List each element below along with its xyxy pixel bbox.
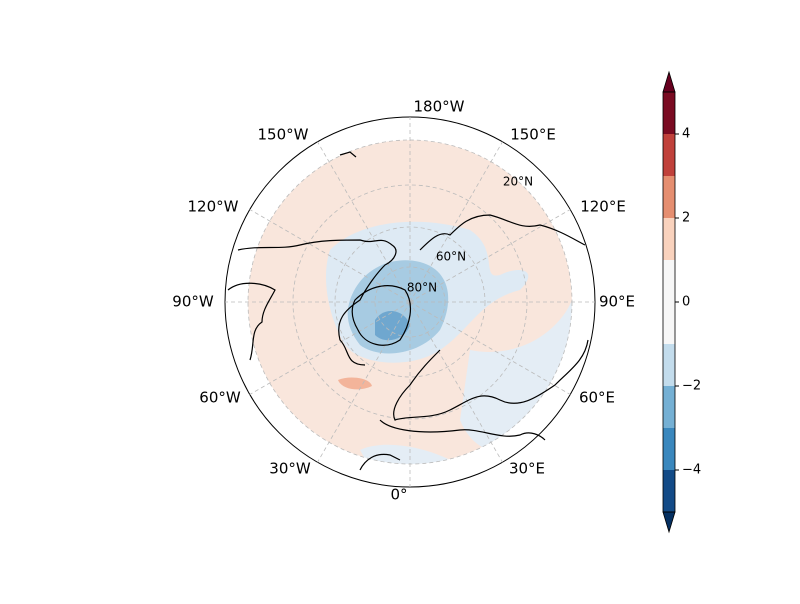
graticule bbox=[225, 117, 595, 487]
map: 180°W 150°W 150°E 120°W 120°E 90°W 90°E 60°W 60°… bbox=[172, 98, 635, 504]
lat-label: 60°N bbox=[436, 250, 466, 264]
grid-meridian bbox=[317, 141, 411, 303]
grid-meridian bbox=[409, 301, 571, 395]
coastlines bbox=[227, 151, 589, 471]
lon-label: 30°E bbox=[509, 460, 545, 478]
colorbar-tick-label: −2 bbox=[682, 379, 701, 394]
meridians bbox=[225, 117, 595, 487]
colorbar-tick-label: 2 bbox=[682, 211, 690, 226]
grid-meridian bbox=[317, 301, 411, 463]
lon-label: 30°W bbox=[269, 460, 311, 478]
lat-label: 80°N bbox=[407, 281, 437, 295]
colorbar-band bbox=[663, 92, 675, 134]
coastline bbox=[227, 214, 589, 471]
colorbar-tick-label: 4 bbox=[682, 127, 690, 142]
lon-label: 90°W bbox=[172, 293, 214, 311]
grid-meridian bbox=[409, 141, 503, 303]
field-region bbox=[347, 260, 449, 354]
lon-label: 180°W bbox=[414, 98, 465, 116]
colorbar-tick-label: 0 bbox=[682, 295, 690, 310]
grid-meridian bbox=[409, 209, 571, 303]
lon-label: 150°E bbox=[510, 126, 556, 144]
grid-meridian bbox=[249, 209, 411, 303]
colorbar-band bbox=[663, 428, 675, 470]
lon-label: 120°W bbox=[188, 198, 239, 216]
field-region bbox=[338, 377, 372, 390]
colorbar-band bbox=[663, 386, 675, 428]
lon-labels: 180°W 150°W 150°E 120°W 120°E 90°W 90°E 60°W 60°… bbox=[172, 98, 635, 504]
colorbar: −4 −2 0 2 4 bbox=[662, 70, 701, 534]
lon-label: 150°W bbox=[258, 126, 309, 144]
lat-label: 20°N bbox=[503, 175, 533, 189]
lon-label: 0° bbox=[390, 486, 407, 504]
lat-labels: 20°N 60°N 80°N bbox=[407, 175, 533, 295]
lon-label: 60°E bbox=[579, 389, 615, 407]
lon-label: 90°E bbox=[599, 293, 635, 311]
grid-meridian bbox=[249, 301, 411, 395]
colorbar-band bbox=[663, 260, 675, 344]
coastline bbox=[351, 285, 412, 346]
colorbar-extend-top bbox=[662, 70, 676, 93]
colorbar-band bbox=[663, 470, 675, 512]
colorbar-tick-label: −4 bbox=[682, 463, 701, 478]
colorbar-band bbox=[663, 218, 675, 260]
grid-circle bbox=[292, 184, 528, 420]
colorbar-band bbox=[663, 176, 675, 218]
field-region bbox=[375, 310, 410, 341]
colorbar-band bbox=[663, 134, 675, 176]
grid-meridian bbox=[409, 301, 503, 463]
colorbar-extend-bottom bbox=[662, 511, 676, 534]
colorbar-band bbox=[663, 344, 675, 386]
lon-label: 120°E bbox=[580, 198, 626, 216]
lon-label: 60°W bbox=[199, 389, 241, 407]
grid-circle bbox=[334, 226, 486, 378]
coastline bbox=[339, 151, 357, 158]
